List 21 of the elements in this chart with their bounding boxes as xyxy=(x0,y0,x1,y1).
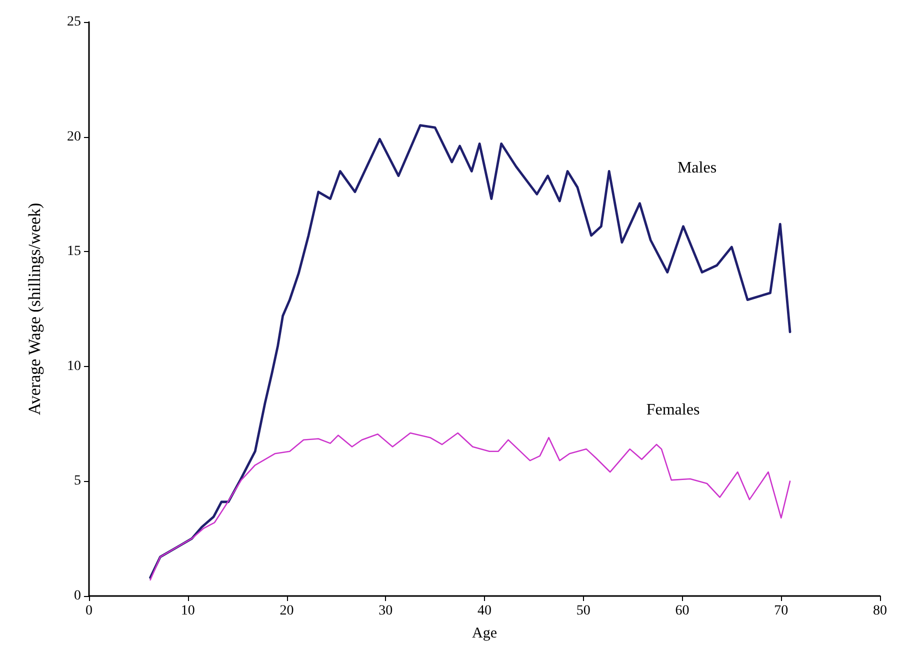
x-tick-label: 10 xyxy=(180,604,195,618)
x-tick-label: 70 xyxy=(774,604,788,618)
x-tick-label: 60 xyxy=(675,604,690,618)
x-tick-label: 50 xyxy=(576,604,590,618)
x-axis-title: Age xyxy=(472,626,498,642)
y-tick-label: 25 xyxy=(67,14,81,30)
line-series xyxy=(149,124,792,579)
x-tick-label: 0 xyxy=(86,604,92,618)
y-tick-label: 15 xyxy=(67,244,81,260)
x-tick-label: 40 xyxy=(478,604,492,618)
x-tick-label: 30 xyxy=(378,604,393,618)
y-tick-label: 10 xyxy=(67,358,81,374)
y-tick-label: 20 xyxy=(67,129,81,144)
y-axis-title: Average Wage (shillings/week) xyxy=(25,202,44,416)
y-tick-label: 5 xyxy=(74,474,81,489)
y-tick-label: 0 xyxy=(74,588,81,604)
line-series xyxy=(150,432,791,581)
x-tick-label: 80 xyxy=(873,604,887,618)
x-tick-label: 20 xyxy=(280,604,294,618)
text: Males xyxy=(677,160,717,176)
series-label: Females xyxy=(646,402,700,418)
